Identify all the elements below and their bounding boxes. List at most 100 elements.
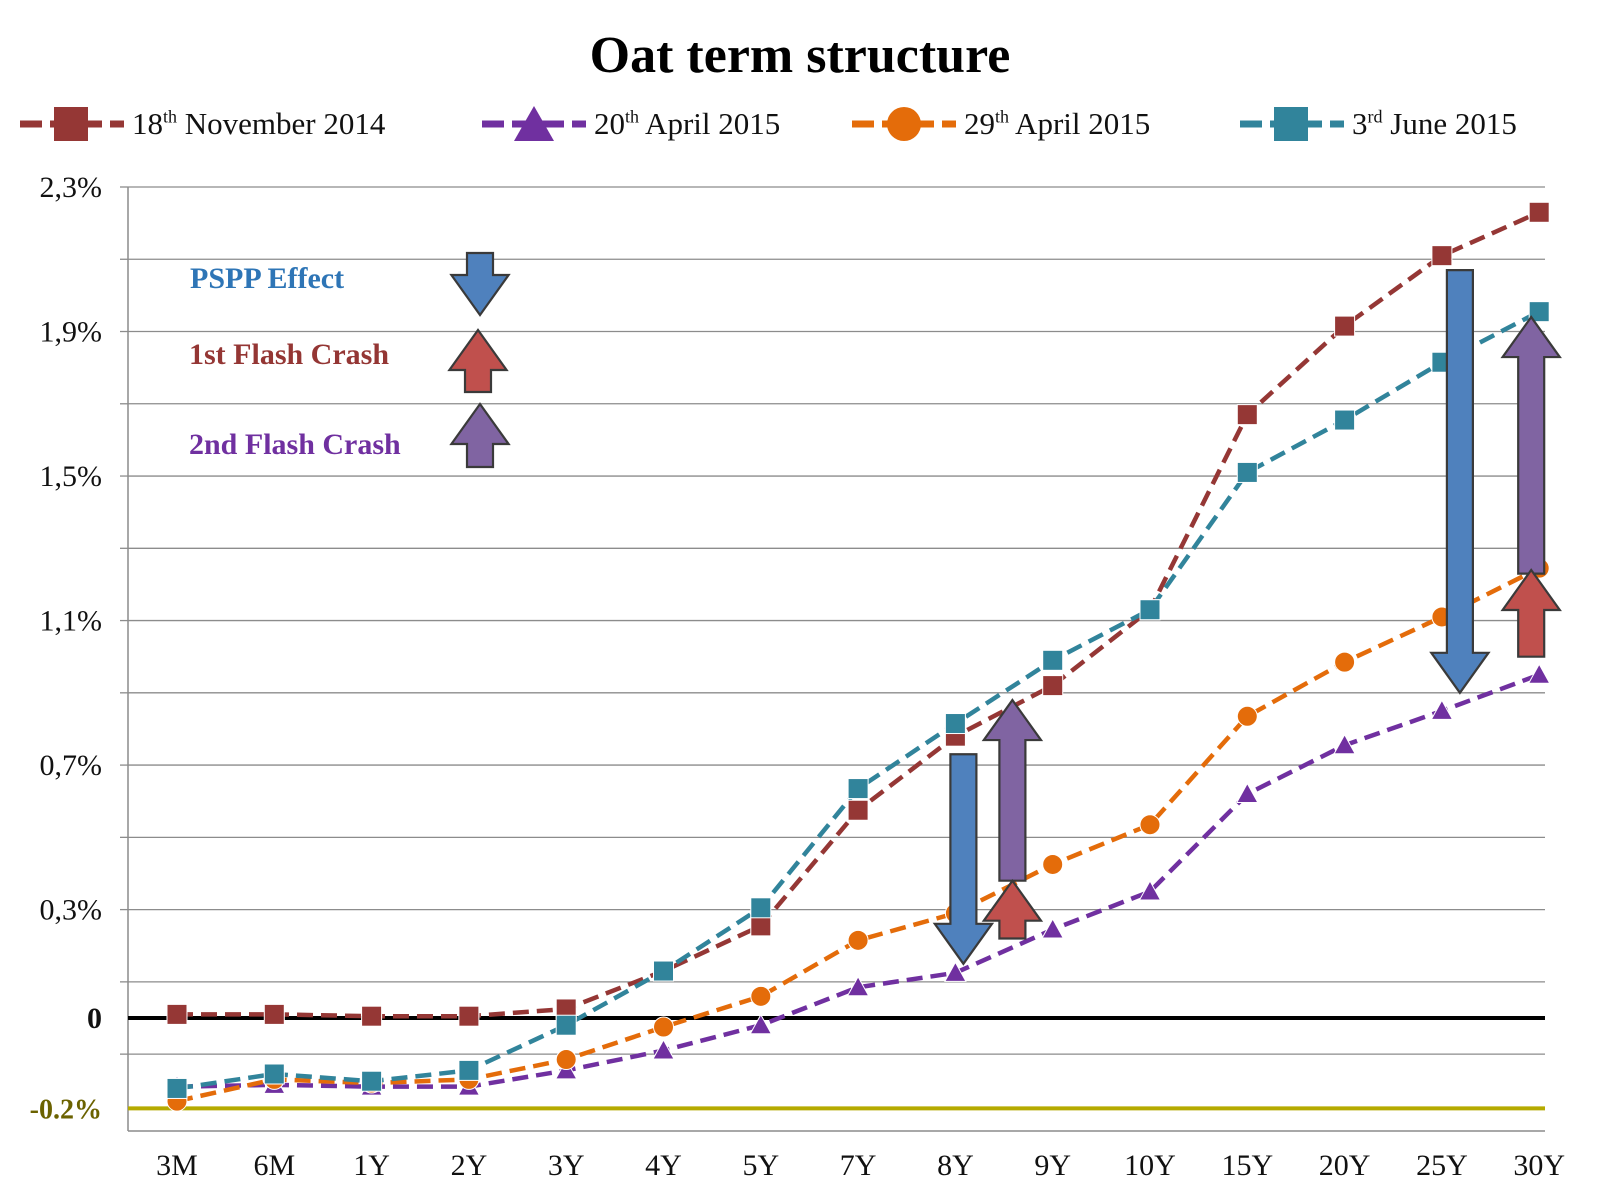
- data-point: [750, 897, 772, 919]
- data-point: [944, 961, 967, 982]
- pspp-arrow: [1429, 269, 1491, 695]
- legend-label-suffix: th: [625, 106, 640, 127]
- data-point: [1041, 917, 1065, 939]
- data-point: [361, 1070, 383, 1092]
- data-point: [653, 960, 674, 982]
- data-point: [1334, 409, 1356, 431]
- legend-item: 20th April 2015: [480, 96, 780, 152]
- data-point: [653, 1016, 674, 1038]
- y-tick-label: 0,7%: [40, 749, 103, 782]
- legend-label: 3rd June 2015: [1352, 106, 1517, 142]
- data-point: [750, 985, 772, 1007]
- y-tick-label: 1,9%: [40, 316, 103, 349]
- legend-swatch: [482, 106, 586, 141]
- data-point: [1042, 675, 1064, 697]
- x-tick-label: 3M: [156, 1149, 198, 1182]
- legend-label: 29th April 2015: [964, 106, 1150, 142]
- x-tick-label: 15Y: [1221, 1149, 1273, 1182]
- x-tick-label: 7Y: [840, 1149, 877, 1182]
- data-point: [1236, 404, 1258, 426]
- data-point: [361, 1005, 383, 1027]
- flash1-arrow: [1500, 568, 1562, 658]
- data-point: [1235, 782, 1259, 803]
- data-point: [750, 915, 772, 937]
- data-point: [1236, 461, 1258, 483]
- pspp-legend-arrow: [449, 251, 511, 317]
- x-tick-label: 30Y: [1513, 1149, 1565, 1182]
- y-tick-label: 0,3%: [40, 894, 103, 927]
- data-point: [1430, 699, 1454, 720]
- legend-swatch: [852, 107, 956, 141]
- pspp-effect-label: PSPP Effect: [190, 262, 345, 295]
- x-tick-label: 2Y: [451, 1149, 488, 1182]
- first-flash-crash-label: 1st Flash Crash: [189, 338, 390, 371]
- legend-label-day: 29: [964, 106, 995, 141]
- data-point: [263, 1063, 285, 1085]
- legend-label-suffix: th: [163, 106, 178, 127]
- y-tick-label: 1,1%: [40, 605, 103, 638]
- data-point: [1431, 245, 1453, 267]
- data-point: [458, 1005, 480, 1027]
- pspp-arrow: [932, 753, 995, 966]
- x-tick-label: 5Y: [742, 1149, 779, 1182]
- data-point: [1139, 599, 1161, 621]
- data-point: [1527, 663, 1551, 684]
- data-point: [847, 929, 869, 951]
- legend-item: 29th April 2015: [850, 96, 1150, 152]
- data-point: [1042, 853, 1064, 875]
- data-point: [1139, 814, 1161, 836]
- x-tick-label: 10Y: [1124, 1149, 1176, 1182]
- data-point: [1528, 301, 1550, 323]
- legend-label-date: April 2015: [1009, 106, 1151, 141]
- y-tick-label: 0: [87, 1002, 102, 1035]
- x-tick-label: 25Y: [1416, 1149, 1468, 1182]
- flash2-arrow: [981, 698, 1044, 882]
- data-point: [1042, 649, 1064, 671]
- legend-item: 18th November 2014: [18, 96, 385, 152]
- data-point: [458, 1059, 480, 1081]
- flash1-arrow: [981, 878, 1044, 940]
- y-tick-label: -0.2%: [30, 1094, 102, 1125]
- y-tick-label: 2,3%: [40, 171, 103, 204]
- data-point: [1528, 201, 1550, 223]
- legend-label-date: June 2015: [1382, 106, 1517, 141]
- legend-label-day: 20: [594, 106, 625, 141]
- data-point: [847, 778, 869, 800]
- data-point: [652, 1038, 675, 1060]
- data-point: [555, 1049, 577, 1071]
- x-tick-label: 20Y: [1319, 1149, 1371, 1182]
- data-point: [166, 1003, 188, 1025]
- data-point: [1334, 651, 1356, 673]
- legend-label-date: April 2015: [639, 106, 781, 141]
- legend-item: 3rd June 2015: [1238, 96, 1517, 152]
- x-tick-label: 9Y: [1034, 1149, 1071, 1182]
- legend-label-suffix: rd: [1367, 106, 1383, 127]
- flash1-legend-arrow: [447, 328, 509, 394]
- data-point: [263, 1003, 285, 1025]
- data-point: [1138, 880, 1162, 901]
- data-point: [1236, 705, 1258, 727]
- flash2-arrow: [1500, 315, 1562, 575]
- flash2-legend-arrow: [449, 402, 511, 469]
- legend-label: 18th November 2014: [132, 106, 385, 142]
- legend-label-day: 18: [132, 106, 163, 141]
- x-tick-label: 4Y: [645, 1149, 682, 1182]
- x-tick-label: 1Y: [353, 1149, 390, 1182]
- x-tick-label: 3Y: [548, 1149, 585, 1182]
- data-point: [1333, 733, 1356, 755]
- legend-swatch: [20, 107, 124, 141]
- legend-label: 20th April 2015: [594, 106, 780, 142]
- data-point: [749, 1013, 773, 1035]
- legend-label-suffix: th: [995, 106, 1010, 127]
- series-line: [176, 672, 1540, 1089]
- second-flash-crash-label: 2nd Flash Crash: [189, 428, 401, 461]
- chart-title: Oat term structure: [589, 27, 1011, 84]
- legend: 18th November 2014 20th April 2015 29th Ap…: [0, 96, 1600, 152]
- data-point: [846, 975, 870, 997]
- data-point: [944, 713, 966, 735]
- x-tick-label: 6M: [253, 1149, 295, 1182]
- legend-swatch: [1240, 107, 1344, 141]
- legend-label-date: November 2014: [177, 106, 386, 141]
- x-tick-label: 8Y: [937, 1149, 974, 1182]
